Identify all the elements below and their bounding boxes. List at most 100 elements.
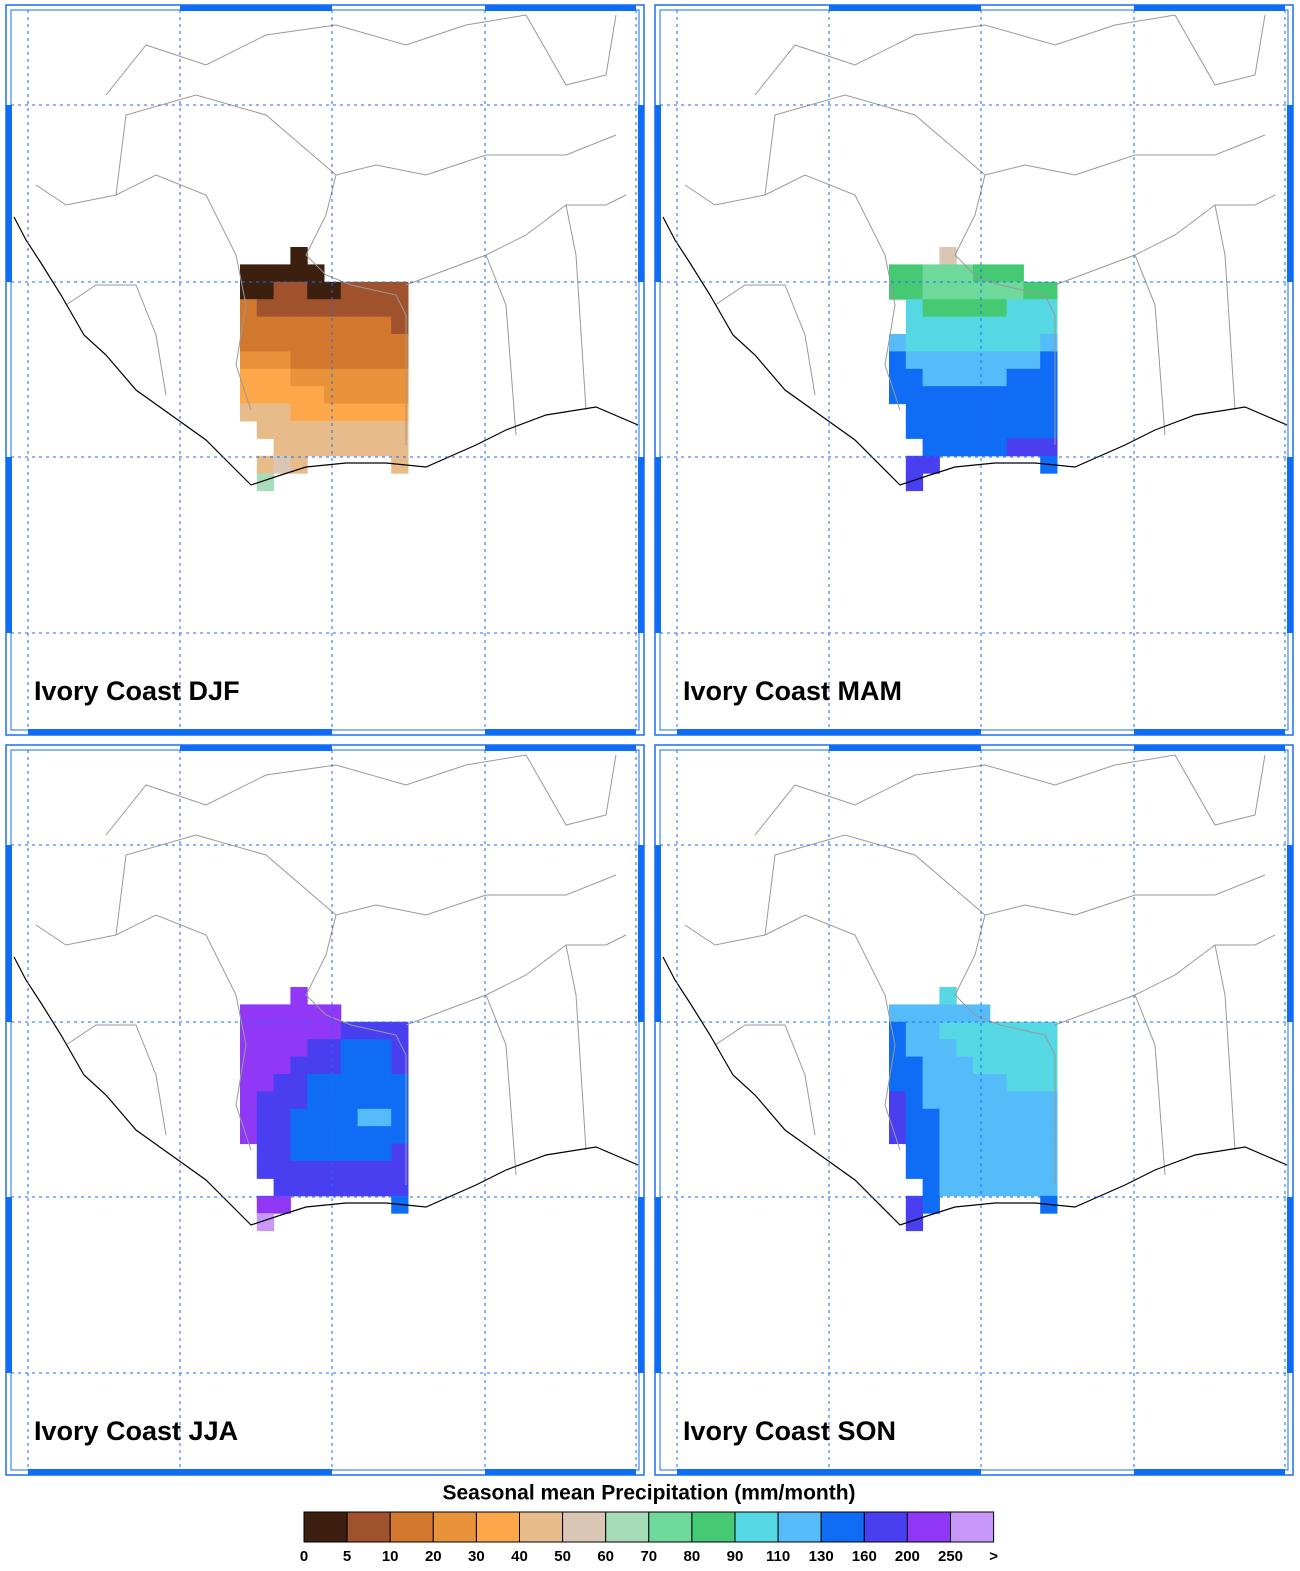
frame-tick — [6, 105, 12, 282]
precip-cell — [256, 1074, 275, 1092]
precip-cell — [340, 386, 359, 405]
precip-cell — [1040, 1074, 1058, 1092]
precip-cell — [1040, 351, 1058, 370]
precip-cell — [1023, 351, 1041, 370]
precip-cell — [939, 386, 957, 405]
precip-cell — [357, 368, 375, 387]
precip-cell — [324, 1039, 342, 1058]
colorbar-label: 80 — [684, 1548, 701, 1565]
precip-cell — [374, 386, 392, 405]
precip-cell — [973, 299, 991, 318]
precip-cell — [290, 1074, 308, 1092]
precip-cell — [1040, 334, 1058, 352]
precip-cell — [273, 1108, 291, 1127]
precip-cell — [273, 1161, 291, 1179]
precip-cell — [256, 1091, 275, 1110]
map-panel: Ivory Coast SON — [654, 744, 1294, 1476]
precip-cell — [324, 1091, 342, 1110]
precip-cell — [324, 1178, 342, 1197]
precip-cell — [956, 368, 974, 387]
precip-cell — [307, 421, 325, 439]
precip-cell — [391, 386, 409, 405]
precip-cell — [240, 403, 258, 422]
precip-cell — [340, 281, 359, 300]
precip-cell — [340, 334, 359, 352]
precip-cell — [391, 438, 409, 457]
precip-cell — [905, 351, 924, 370]
precip-cell — [922, 316, 940, 335]
colorbar-title: Seasonal mean Precipitation (mm/month) — [442, 1482, 855, 1505]
precip-cell — [273, 403, 291, 422]
precip-cell — [922, 264, 940, 283]
precip-cell — [290, 316, 308, 335]
precip-cell — [939, 1021, 957, 1040]
precip-cell — [889, 351, 907, 370]
precip-cell — [889, 1074, 907, 1092]
precip-cell — [973, 1178, 991, 1197]
precip-cell — [939, 1178, 957, 1197]
frame-tick — [655, 457, 661, 633]
map-panel: Ivory Coast DJF — [5, 4, 645, 736]
precip-cell — [256, 421, 275, 439]
colorbar-label: 200 — [895, 1548, 920, 1565]
precip-cell — [324, 403, 342, 422]
frame-tick — [829, 5, 981, 11]
precip-cell — [922, 1039, 940, 1058]
precip-cell — [340, 1039, 359, 1058]
precip-cell — [256, 1143, 275, 1162]
frame-tick — [1134, 5, 1285, 11]
precip-cell — [889, 1021, 907, 1040]
precip-cell — [889, 1056, 907, 1075]
precip-cell — [256, 1021, 275, 1040]
precip-cell — [290, 386, 308, 405]
precip-cell — [1040, 386, 1058, 405]
precip-cell — [1023, 1056, 1041, 1075]
country-border — [1214, 944, 1236, 1151]
country-border — [65, 1024, 167, 1136]
precip-cell — [273, 1091, 291, 1110]
precip-cell — [989, 316, 1008, 335]
colorbar-label: 50 — [554, 1548, 571, 1565]
frame-tick — [180, 1469, 332, 1475]
precip-cell — [956, 1178, 974, 1197]
precip-cell — [989, 1039, 1008, 1058]
frame-tick — [485, 1469, 636, 1475]
precip-cell — [357, 1039, 375, 1058]
precip-cell — [1023, 386, 1041, 405]
precip-cell — [939, 1108, 957, 1127]
precip-cell — [374, 1056, 392, 1075]
colorbar-label: 130 — [809, 1548, 834, 1565]
precip-cell — [973, 368, 991, 387]
country-border — [565, 944, 587, 1151]
precip-cell — [1006, 421, 1024, 439]
frame-tick — [638, 457, 644, 633]
precip-cell — [989, 1091, 1008, 1110]
precip-cell — [307, 1056, 325, 1075]
colorbar-box — [777, 1511, 822, 1543]
precip-cell — [273, 1056, 291, 1075]
precip-cell — [307, 1143, 325, 1162]
precip-cell — [340, 316, 359, 335]
precip-cell — [989, 1161, 1008, 1179]
country-border — [1174, 754, 1266, 826]
precip-cell — [973, 438, 991, 457]
country-border — [305, 174, 407, 445]
precip-cell — [989, 281, 1008, 300]
precip-cell — [922, 403, 940, 422]
precip-cell — [1006, 299, 1024, 318]
precip-cell — [357, 316, 375, 335]
precip-cell — [324, 368, 342, 387]
precip-cell — [905, 299, 924, 318]
precip-cell — [1023, 1074, 1041, 1092]
precip-cell — [307, 403, 325, 422]
colorbar-box — [432, 1511, 477, 1543]
precip-cell — [290, 1126, 308, 1145]
precip-cell — [1040, 403, 1058, 422]
precip-cell — [905, 1143, 924, 1162]
colorbar-box — [389, 1511, 434, 1543]
precip-cell — [256, 403, 275, 422]
precip-cell — [240, 1074, 258, 1092]
precip-cell — [357, 1143, 375, 1162]
precip-cell — [391, 334, 409, 352]
precip-cell — [939, 1004, 957, 1023]
